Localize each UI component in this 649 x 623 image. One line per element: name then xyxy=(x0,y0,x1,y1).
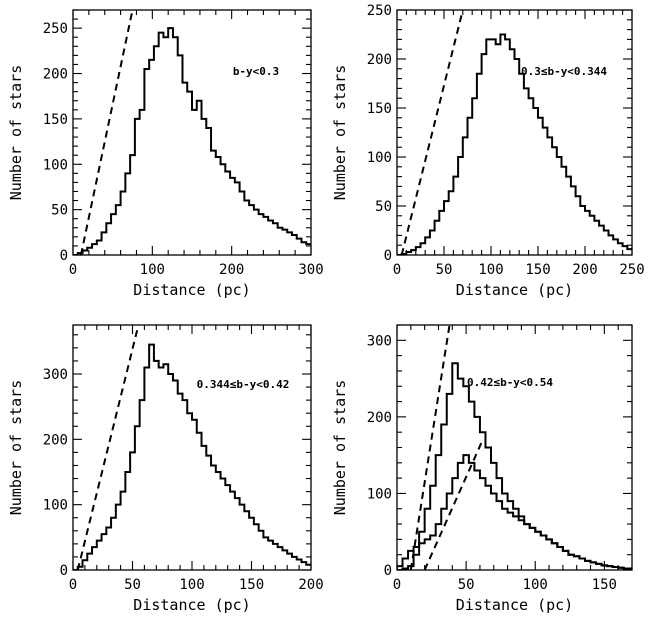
y-tick-label: 0 xyxy=(384,563,392,579)
x-tick-label: 250 xyxy=(619,262,644,278)
x-tick-label: 200 xyxy=(572,262,597,278)
x-tick-label: 100 xyxy=(140,262,165,278)
x-tick-label: 100 xyxy=(179,577,204,593)
color-range-annotation: 0.344≤b-y<0.42 xyxy=(197,378,290,391)
histogram-series-1 xyxy=(73,343,311,570)
fit-line-1 xyxy=(409,325,451,570)
y-tick-label: 250 xyxy=(43,21,68,37)
y-tick-label: 0 xyxy=(384,248,392,264)
x-tick-label: 150 xyxy=(239,577,264,593)
histogram-series-2 xyxy=(397,454,632,570)
y-tick-label: 0 xyxy=(60,248,68,264)
fit-line-1 xyxy=(400,10,464,255)
color-range-annotation: 0.3≤b-y<0.344 xyxy=(521,65,607,78)
panel-1: 0 100 200 300 0 50 100 150 200 250 Distance (pc) Nu… xyxy=(7,9,324,299)
y-tick-label: 200 xyxy=(367,52,392,68)
x-tick-label: 50 xyxy=(124,577,141,593)
y-tick-label: 200 xyxy=(43,432,68,448)
y-tick-label: 200 xyxy=(367,410,392,426)
fit-line-1 xyxy=(76,325,140,570)
color-range-annotation: 0.42≤b-y<0.54 xyxy=(467,376,553,389)
x-tick-label: 200 xyxy=(219,262,244,278)
y-tick-label: 150 xyxy=(43,112,68,128)
y-tick-label: 50 xyxy=(51,203,68,219)
y-tick-label: 100 xyxy=(367,486,392,502)
x-tick-label: 100 xyxy=(523,577,548,593)
y-axis-label: Number of stars xyxy=(331,65,349,200)
y-tick-label: 100 xyxy=(43,157,68,173)
x-tick-label: 300 xyxy=(298,262,323,278)
y-axis-label: Number of stars xyxy=(7,65,25,200)
x-axis-label: Distance (pc) xyxy=(133,596,250,614)
x-tick-label: 50 xyxy=(458,577,475,593)
y-tick-label: 150 xyxy=(367,101,392,117)
x-tick-label: 0 xyxy=(393,262,401,278)
x-tick-label: 200 xyxy=(298,577,323,593)
x-tick-label: 0 xyxy=(69,262,77,278)
x-tick-label: 100 xyxy=(478,262,503,278)
y-tick-label: 100 xyxy=(367,150,392,166)
x-tick-label: 150 xyxy=(525,262,550,278)
y-tick-label: 200 xyxy=(43,67,68,83)
y-tick-label: 300 xyxy=(367,333,392,349)
panel-3: 0 50 100 150 200 0 100 200 300 Distance (pc) Numbe… xyxy=(7,324,324,614)
x-tick-label: 0 xyxy=(69,577,77,593)
plot-frame xyxy=(396,324,633,571)
x-tick-label: 50 xyxy=(436,262,453,278)
x-axis-label: Distance (pc) xyxy=(456,596,573,614)
x-axis-label: Distance (pc) xyxy=(456,281,573,299)
y-tick-label: 100 xyxy=(43,498,68,514)
x-tick-label: 0 xyxy=(393,577,401,593)
y-axis-label: Number of stars xyxy=(331,380,349,515)
y-axis-label: Number of stars xyxy=(7,380,25,515)
y-tick-label: 50 xyxy=(375,199,392,215)
y-tick-label: 250 xyxy=(367,3,392,19)
panel-4: 0 50 100 150 0 100 200 300 Distance (pc) Number o… xyxy=(331,324,633,614)
y-tick-label: 0 xyxy=(60,563,68,579)
histogram-series-1 xyxy=(397,362,632,570)
color-range-annotation: b-y<0.3 xyxy=(233,65,279,78)
x-axis-label: Distance (pc) xyxy=(133,281,250,299)
plot-frame xyxy=(396,9,633,256)
panel-2: 0 50 100 150 200 250 0 50 100 150 200 250 Distance (… xyxy=(331,3,645,299)
x-tick-label: 150 xyxy=(592,577,617,593)
histogram-series-1 xyxy=(73,27,311,255)
plot-frame xyxy=(72,9,312,256)
y-tick-label: 300 xyxy=(43,367,68,383)
fit-line-2 xyxy=(423,439,484,570)
histogram-series-1 xyxy=(397,33,632,255)
fit-line-1 xyxy=(79,10,134,255)
